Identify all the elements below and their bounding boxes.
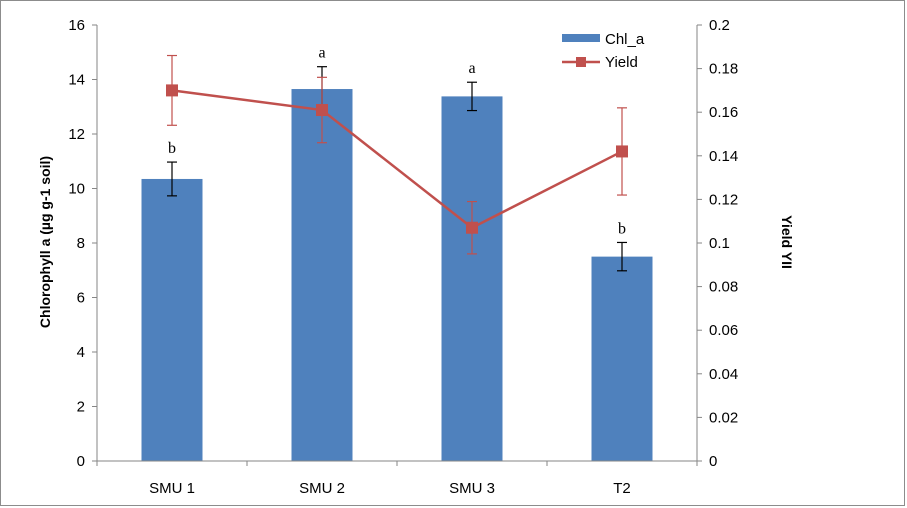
y2-tick-label-3: 0.06 bbox=[709, 322, 738, 339]
y2-tick-label-6: 0.12 bbox=[709, 191, 738, 208]
y-tick-label-4: 8 bbox=[77, 235, 85, 252]
bar-1 bbox=[141, 178, 203, 461]
yield-point-4 bbox=[616, 145, 628, 158]
y-tick-label-3: 6 bbox=[77, 290, 85, 307]
y2-tick-label-10: 0.2 bbox=[709, 17, 730, 34]
y2-tick-label-7: 0.14 bbox=[709, 148, 738, 165]
significance-label-4: b bbox=[618, 220, 626, 237]
axes bbox=[92, 24, 702, 466]
y2-tick-label-0: 0 bbox=[709, 453, 717, 470]
yield-line-layer bbox=[166, 54, 628, 255]
legend-marker-yield bbox=[576, 57, 586, 67]
x-tick-label-3: SMU 3 bbox=[449, 480, 495, 497]
y2-tick-label-2: 0.04 bbox=[709, 366, 738, 383]
y-tick-label-7: 14 bbox=[68, 72, 85, 89]
y2-tick-label-9: 0.18 bbox=[709, 61, 738, 78]
bars bbox=[141, 89, 653, 462]
bar-3 bbox=[441, 96, 503, 462]
yield-point-1 bbox=[166, 84, 178, 97]
y-tick-label-0: 0 bbox=[77, 453, 85, 470]
y2-tick-label-1: 0.02 bbox=[709, 409, 738, 426]
x-tick-label-1: SMU 1 bbox=[149, 480, 195, 497]
legend-label-yield: Yield bbox=[605, 54, 638, 71]
y-tick-label-5: 10 bbox=[68, 181, 85, 198]
significance-label-1: b bbox=[168, 140, 176, 157]
significance-labels: b a a b bbox=[168, 45, 626, 238]
y-tick-label-6: 12 bbox=[68, 126, 85, 143]
x-tick-label-2: SMU 2 bbox=[299, 480, 345, 497]
significance-label-2: a bbox=[318, 45, 325, 62]
y2-tick-label-8: 0.16 bbox=[709, 104, 738, 121]
y-axis-title: Chlorophyll a (µg g-1 soil) bbox=[37, 156, 53, 328]
legend-swatch-chl-a bbox=[562, 34, 600, 42]
y-tick-label-8: 16 bbox=[68, 17, 85, 34]
significance-label-3: a bbox=[468, 60, 475, 77]
y-tick-label-2: 4 bbox=[77, 344, 85, 361]
yield-point-2 bbox=[316, 104, 328, 117]
bar-2 bbox=[291, 89, 353, 461]
x-tick-label-4: T2 bbox=[613, 480, 631, 497]
yield-point-3 bbox=[466, 221, 478, 234]
yield-line bbox=[171, 89, 623, 230]
y2-tick-label-5: 0.1 bbox=[709, 235, 730, 252]
y2-tick-label-4: 0.08 bbox=[709, 279, 738, 296]
legend: Chl_a Yield bbox=[562, 31, 645, 71]
y2-axis-title: Yield YII bbox=[779, 215, 795, 269]
legend-label-chl-a: Chl_a bbox=[605, 31, 645, 48]
y-tick-label-1: 2 bbox=[77, 399, 85, 416]
bar-4 bbox=[591, 256, 653, 461]
tick-labels: 0 2 4 6 8 10 12 14 16 0 0.02 0.04 0.06 0.08 0.1 0.12 0.1… bbox=[68, 17, 738, 497]
